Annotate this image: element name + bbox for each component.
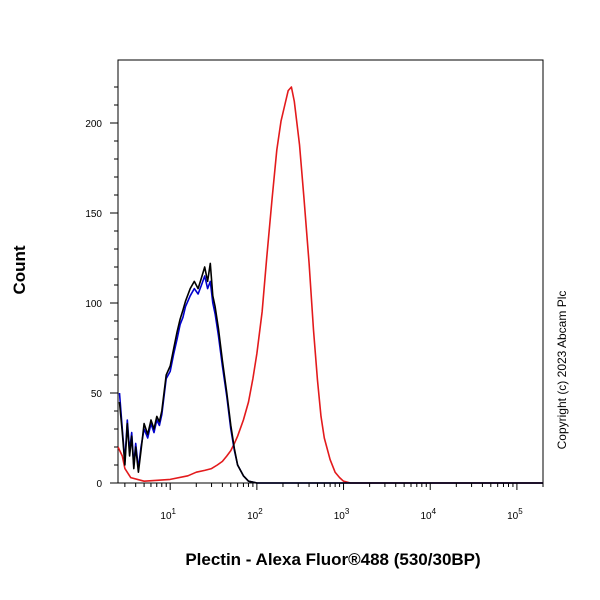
x-tick-label: 103 [334,507,350,522]
series-layer [117,86,543,484]
y-tick-label: 150 [85,209,102,220]
y-tick-label: 50 [91,389,103,400]
x-tick-label: 105 [507,507,523,522]
x-tick-label: 102 [247,507,263,522]
copyright-text: Copyright (c) 2023 Abcam Plc [555,291,569,450]
x-axis-ticks: 101 102 103 104 105 [124,483,544,522]
y-axis-title: Count [10,245,29,294]
x-tick-label: 101 [160,507,176,522]
histogram-series-3 [118,262,543,484]
x-axis-title: Plectin - Alexa Fluor®488 (530/30BP) [185,550,480,569]
y-tick-label: 0 [96,479,102,490]
histogram-series-1 [117,86,543,484]
y-tick-label: 100 [85,299,102,310]
x-tick-label: 104 [420,507,436,522]
plot-frame [117,59,544,484]
y-axis-ticks: 0 50 100 150 200 [85,86,118,490]
y-tick-label: 200 [85,119,102,130]
